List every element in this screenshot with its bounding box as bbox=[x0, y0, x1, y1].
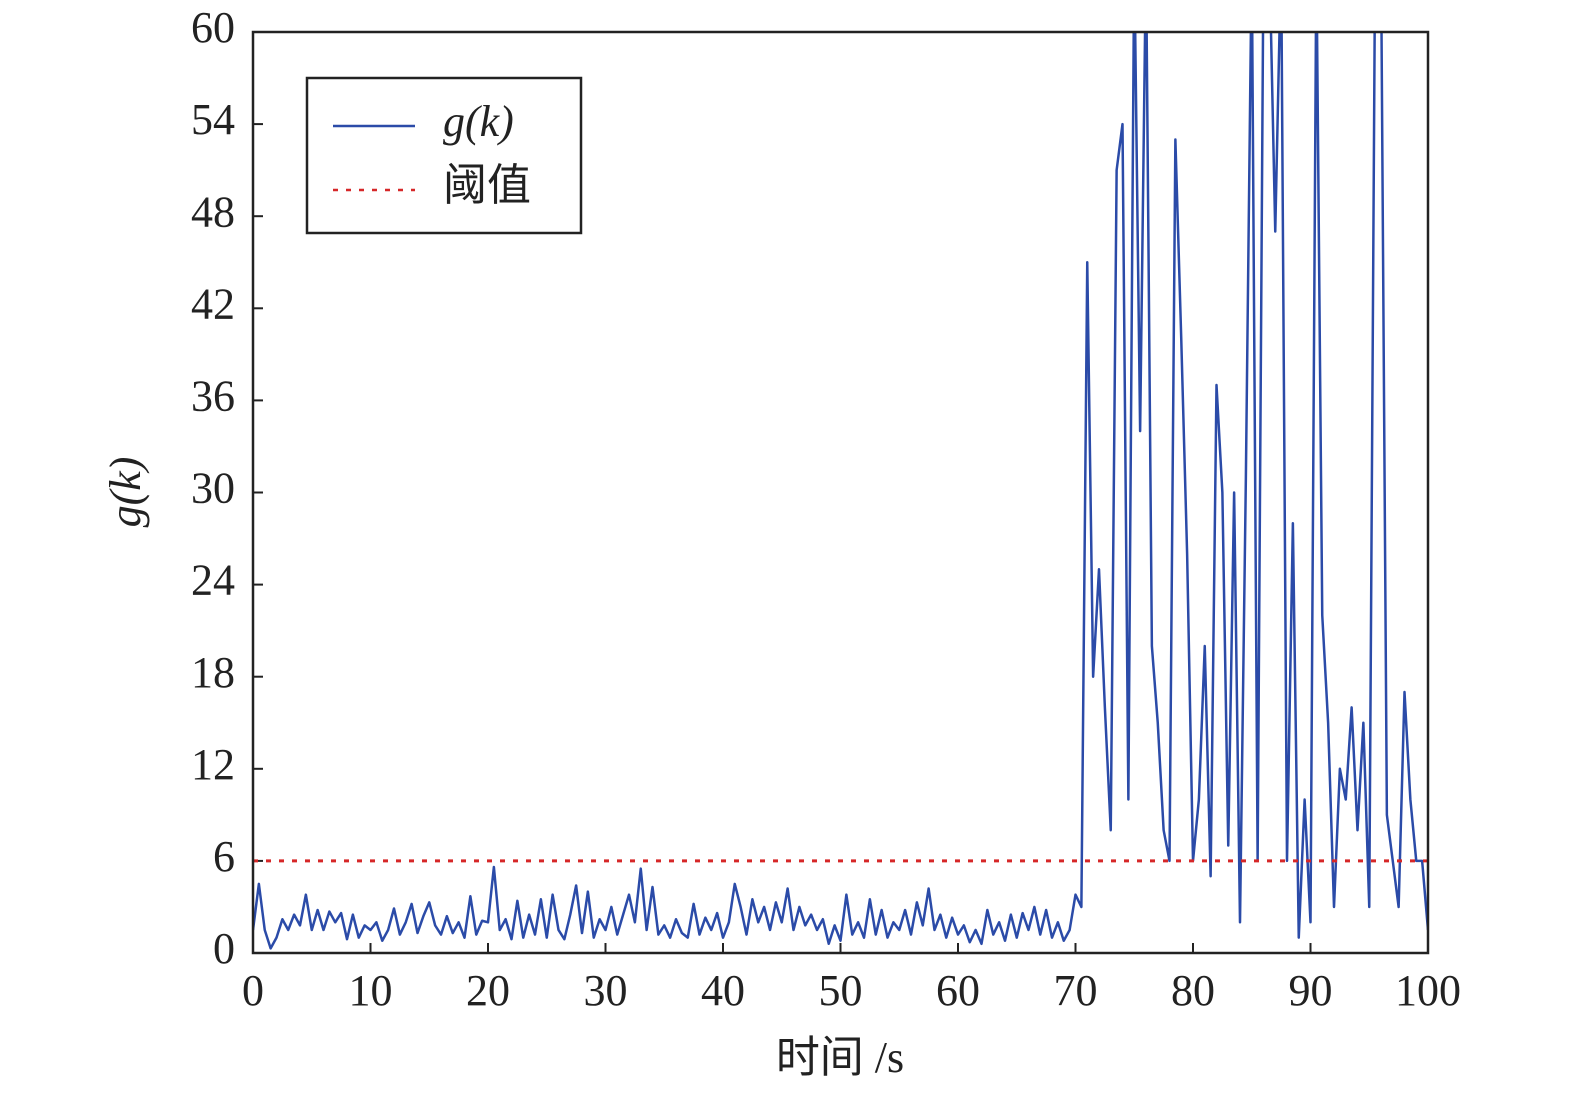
y-tick-label: 60 bbox=[191, 3, 235, 52]
y-tick-label: 0 bbox=[213, 924, 235, 973]
plot-frame bbox=[251, 30, 1430, 955]
x-tick-label: 0 bbox=[242, 966, 264, 1015]
y-tick-label: 18 bbox=[191, 648, 235, 697]
plot-area bbox=[253, 32, 1428, 950]
y-tick-label: 30 bbox=[191, 464, 235, 513]
y-tick-label: 48 bbox=[191, 187, 235, 236]
y-tick-label: 42 bbox=[191, 279, 235, 328]
x-axis-label: 时间 /s bbox=[776, 1033, 904, 1082]
line-series bbox=[253, 32, 1428, 950]
y-tick-label: 12 bbox=[191, 740, 235, 789]
x-tick-label: 10 bbox=[349, 966, 393, 1015]
y-tick-label: 36 bbox=[191, 371, 235, 420]
x-tick-label: 30 bbox=[584, 966, 628, 1015]
x-tick-label: 50 bbox=[819, 966, 863, 1015]
y-axis-label: g(k) bbox=[101, 457, 150, 528]
x-tick-label: 80 bbox=[1171, 966, 1215, 1015]
x-tick-label: 60 bbox=[936, 966, 980, 1015]
x-tick-label: 100 bbox=[1395, 966, 1461, 1015]
y-tick-label: 6 bbox=[213, 832, 235, 881]
x-tick-label: 70 bbox=[1054, 966, 1098, 1015]
legend-label: 阈值 bbox=[443, 161, 531, 210]
x-tick-label: 90 bbox=[1289, 966, 1333, 1015]
x-tick-label: 40 bbox=[701, 966, 745, 1015]
y-tick-label: 24 bbox=[191, 556, 235, 605]
legend-box bbox=[305, 76, 583, 235]
y-tick-label: 54 bbox=[191, 95, 235, 144]
legend-label: g(k) bbox=[443, 97, 514, 146]
x-tick-label: 20 bbox=[466, 966, 510, 1015]
